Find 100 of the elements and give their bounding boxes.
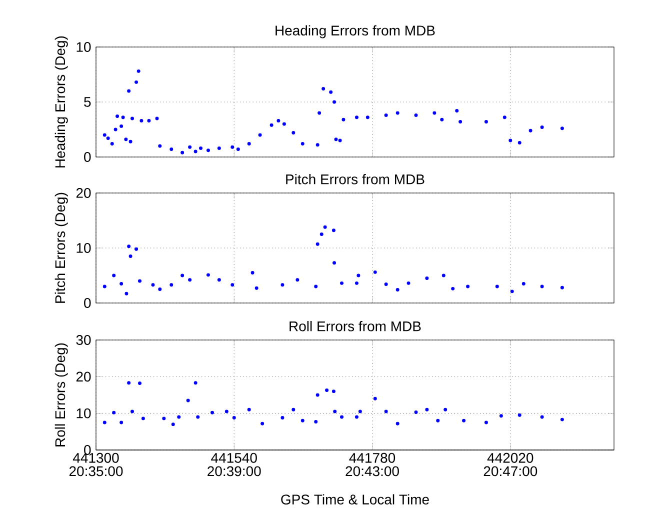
- point: [282, 122, 286, 126]
- point: [194, 150, 198, 154]
- point: [127, 89, 131, 93]
- point: [528, 128, 532, 132]
- x-tick-label: 441540: [211, 452, 257, 463]
- point: [316, 143, 320, 147]
- point: [325, 388, 329, 392]
- point: [332, 390, 336, 394]
- point: [124, 138, 128, 142]
- point: [141, 416, 145, 420]
- point: [210, 410, 214, 414]
- point: [440, 118, 444, 122]
- point: [158, 288, 162, 292]
- point: [116, 114, 120, 118]
- point: [484, 120, 488, 124]
- point: [106, 136, 110, 140]
- point: [136, 69, 140, 73]
- point: [250, 271, 254, 275]
- point: [414, 113, 418, 117]
- point: [373, 270, 377, 274]
- point: [314, 420, 318, 424]
- point: [384, 113, 388, 117]
- point: [296, 278, 300, 282]
- point: [147, 118, 151, 122]
- point: [518, 413, 522, 417]
- point: [425, 276, 429, 280]
- point: [102, 133, 106, 137]
- point: [354, 281, 358, 285]
- x2-tick-label: 20:39:00: [208, 466, 261, 476]
- point: [180, 274, 184, 278]
- point: [217, 278, 221, 282]
- point: [455, 109, 459, 113]
- point: [121, 116, 125, 120]
- point: [128, 254, 132, 258]
- point: [540, 415, 544, 419]
- point: [217, 146, 221, 150]
- point: [158, 144, 162, 148]
- point: [177, 415, 181, 419]
- point: [560, 418, 564, 422]
- point: [110, 142, 114, 146]
- point: [138, 279, 142, 283]
- y-tick-label: 0: [84, 445, 91, 455]
- point: [522, 282, 526, 286]
- point: [206, 148, 210, 152]
- point: [342, 118, 346, 122]
- chart-title: Roll Errors from MDB: [290, 321, 421, 332]
- point: [462, 418, 466, 422]
- point: [170, 148, 174, 152]
- point: [338, 138, 342, 142]
- y-axis-title: Heading Errors (Deg): [54, 36, 68, 168]
- point: [247, 142, 251, 146]
- point: [170, 283, 174, 287]
- point: [130, 410, 134, 414]
- point: [112, 410, 116, 414]
- point: [102, 284, 106, 288]
- point: [560, 126, 564, 130]
- point: [444, 408, 448, 412]
- point: [322, 87, 326, 91]
- point: [171, 422, 175, 426]
- point: [384, 410, 388, 414]
- point: [127, 244, 131, 248]
- point: [114, 128, 118, 132]
- x-tick-label: 442020: [487, 452, 534, 463]
- point: [120, 420, 124, 424]
- y-tick-label: 30: [76, 335, 91, 345]
- point: [396, 288, 400, 292]
- point: [458, 120, 462, 124]
- y-tick-label: 0: [84, 298, 91, 308]
- y-tick-label: 10: [76, 243, 91, 253]
- point: [332, 228, 336, 232]
- point: [254, 286, 258, 290]
- point: [333, 410, 337, 414]
- x2-tick-label: 20:47:00: [484, 466, 538, 476]
- point: [384, 282, 388, 286]
- point: [314, 284, 318, 288]
- point: [316, 242, 320, 246]
- point: [442, 274, 446, 278]
- point: [236, 148, 240, 152]
- point: [340, 415, 344, 419]
- point: [120, 124, 124, 128]
- point: [358, 410, 362, 414]
- point: [540, 284, 544, 288]
- y-axis-title: Pitch Errors (Deg): [54, 192, 68, 303]
- point: [138, 382, 142, 386]
- point: [292, 408, 296, 412]
- point: [188, 145, 192, 149]
- point: [199, 146, 202, 150]
- point: [466, 284, 470, 288]
- point: [112, 274, 116, 278]
- x2-tick-label: 20:43:00: [346, 466, 399, 476]
- point: [356, 274, 360, 278]
- x-tick-label: 441300: [72, 452, 119, 463]
- y-tick-label: 0: [84, 152, 91, 162]
- chart-title: Pitch Errors from MDB: [286, 174, 424, 184]
- y-axis-title: Roll Errors (Deg): [54, 343, 68, 446]
- point: [260, 422, 264, 426]
- y-tick-label: 10: [76, 408, 91, 418]
- point: [300, 142, 304, 146]
- x2-tick-label: 20:35:00: [69, 466, 123, 476]
- point: [354, 415, 358, 419]
